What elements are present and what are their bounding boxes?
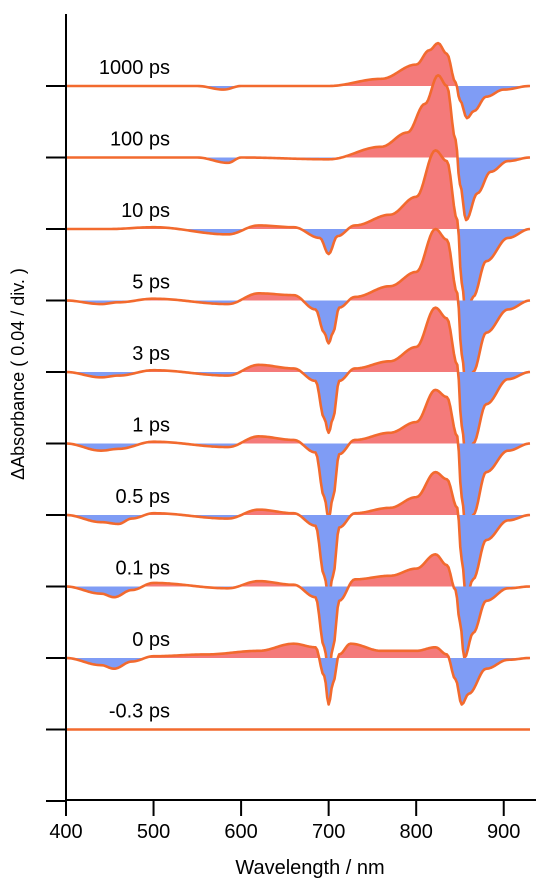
x-tick-label-600: 600: [224, 821, 257, 843]
trace-line-1ps: [65, 388, 531, 535]
x-tick-label-400: 400: [49, 821, 82, 843]
trace-fill-positive-3ps: [66, 307, 530, 372]
trace-label-0p1ps: 0.1 ps: [116, 558, 170, 580]
trace-label-10ps: 10 ps: [121, 200, 170, 222]
trace-fill-positive-1ps: [66, 389, 530, 444]
trace-line-10ps: [66, 149, 531, 320]
trace-label-0p5ps: 0.5 ps: [116, 486, 170, 508]
trace-line-1000ps: [66, 41, 531, 120]
trace-fill-positive-10ps: [66, 150, 530, 229]
trace-label-5ps: 5 ps: [132, 272, 170, 294]
trace-fill-positive-0p5ps: [66, 472, 530, 515]
trace-label-3ps: 3 ps: [132, 343, 170, 365]
trace-fill-positive-0ps: [66, 643, 530, 658]
trace-line-0p1ps: [65, 553, 531, 674]
trace-fill-negative-0ps: [66, 658, 530, 705]
trace-fill-negative-100ps: [66, 157, 530, 221]
trace-label-1ps: 1 ps: [132, 415, 170, 437]
trace-fill-negative-3ps: [66, 372, 530, 462]
y-axis-title: ΔAbsorbance ( 0.04 / div. ): [8, 268, 28, 480]
trace-fill-negative-5ps: [66, 300, 530, 390]
trace-label-0ps: 0 ps: [132, 629, 170, 651]
trace-fill-positive-0p1ps: [66, 554, 530, 587]
x-tick-label-900: 900: [487, 821, 520, 843]
trace-fill-positive-100ps: [66, 75, 530, 158]
x-tick-label-800: 800: [400, 821, 433, 843]
trace-fill-positive-5ps: [66, 229, 530, 301]
trace-fill-negative-1000ps: [66, 86, 530, 119]
axes-layer: [46, 14, 536, 816]
trace-fill-negative-0p1ps: [66, 586, 530, 673]
trace-line-5ps: [65, 227, 531, 392]
trace-fill-negative-10ps: [66, 229, 530, 319]
x-axis-title: Wavelength / nm: [235, 857, 384, 879]
x-tick-label-500: 500: [137, 821, 170, 843]
trace-fill-positive-1000ps: [66, 43, 530, 86]
trace-line-3ps: [65, 306, 531, 463]
trace-line-100ps: [66, 73, 531, 222]
labels-layer: 1000 ps 100 ps 10 ps 5 ps 3 ps 1 ps 0.5 ps 0.1 …: [8, 57, 520, 879]
trace-fill-negative-1ps: [66, 443, 530, 533]
trace-label-m0p3ps: -0.3 ps: [109, 701, 170, 723]
traces-layer: [65, 41, 531, 731]
trace-label-100ps: 100 ps: [110, 129, 170, 151]
trace-line-0ps: [65, 642, 531, 706]
trace-label-1000ps: 1000 ps: [99, 57, 170, 79]
trace-line-0p5ps: [65, 470, 531, 599]
x-tick-label-700: 700: [312, 821, 345, 843]
